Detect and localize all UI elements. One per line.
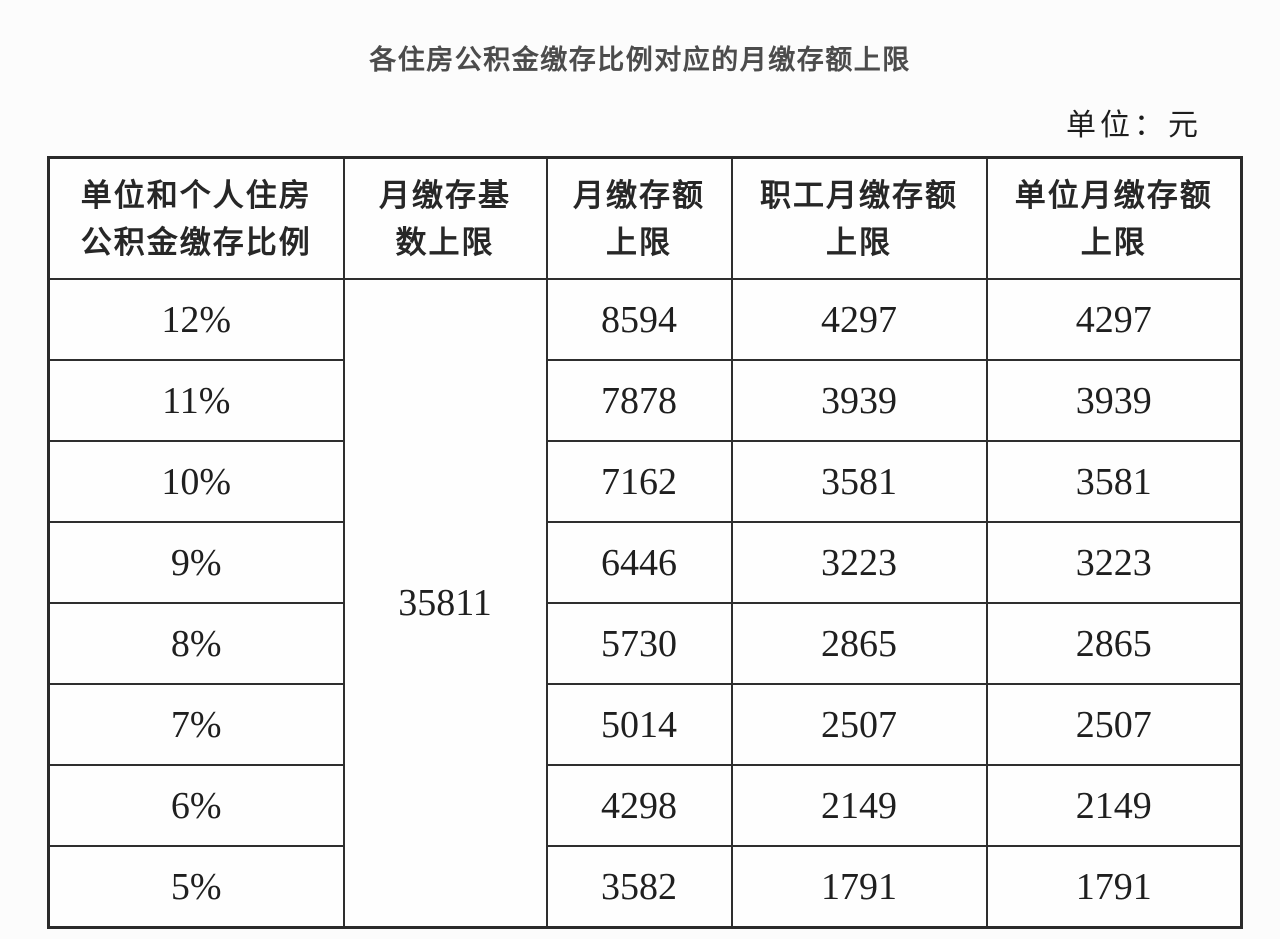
monthly-cap-cell: 7162 <box>545 440 733 523</box>
header-line: 上限 <box>606 224 672 260</box>
table-row: 6% 4298 2149 2149 <box>47 764 1243 847</box>
employee-cap-cell: 2865 <box>730 602 988 685</box>
contribution-cap-table: 单位和个人住房 公积金缴存比例 月缴存基 数上限 月缴存额 上限 职工月缴存额 … <box>47 156 1243 929</box>
table-row: 9% 6446 3223 3223 <box>47 521 1243 604</box>
header-line: 公积金缴存比例 <box>80 224 312 260</box>
employee-cap-cell: 4297 <box>730 278 988 361</box>
table-row: 7% 5014 2507 2507 <box>47 683 1243 766</box>
table-row: 12% 35811 8594 4297 4297 <box>47 278 1243 929</box>
monthly-base-cap-cell: 35811 <box>342 278 548 929</box>
header-line: 单位月缴存额 <box>1014 177 1213 213</box>
header-row: 单位和个人住房 公积金缴存比例 月缴存基 数上限 月缴存额 上限 职工月缴存额 … <box>47 156 1243 280</box>
column-header-employer-cap: 单位月缴存额 上限 <box>985 156 1243 280</box>
employee-cap-cell: 2507 <box>730 683 988 766</box>
column-header-base-cap: 月缴存基 数上限 <box>342 156 548 280</box>
column-header-ratio: 单位和个人住房 公积金缴存比例 <box>47 156 345 280</box>
ratio-cell: 12% <box>47 278 345 361</box>
monthly-cap-cell: 8594 <box>545 278 733 361</box>
employer-cap-cell: 2865 <box>985 602 1243 685</box>
header-line: 月缴存额 <box>573 177 705 213</box>
ratio-cell: 8% <box>47 602 345 685</box>
column-header-monthly-cap: 月缴存额 上限 <box>545 156 733 280</box>
monthly-cap-cell: 3582 <box>545 845 733 929</box>
monthly-cap-cell: 7878 <box>545 359 733 442</box>
employer-cap-cell: 3581 <box>985 440 1243 523</box>
table-row: 8% 5730 2865 2865 <box>47 602 1243 685</box>
employer-cap-cell: 1791 <box>985 845 1243 929</box>
header-line: 上限 <box>1080 224 1147 260</box>
ratio-cell: 11% <box>47 359 345 442</box>
table-row: 5% 3582 1791 1791 <box>47 845 1243 929</box>
table-row: 11% 7878 3939 3939 <box>47 359 1243 442</box>
column-header-employee-cap: 职工月缴存额 上限 <box>730 156 988 280</box>
ratio-cell: 5% <box>47 845 345 929</box>
employee-cap-cell: 3939 <box>730 359 988 442</box>
employer-cap-cell: 2149 <box>985 764 1243 847</box>
header-line: 上限 <box>826 224 892 260</box>
monthly-cap-cell: 5730 <box>545 602 733 685</box>
header-line: 单位和个人住房 <box>80 177 312 213</box>
table-row: 10% 7162 3581 3581 <box>47 440 1243 523</box>
unit-label: 单位：元 <box>1066 109 1202 142</box>
ratio-cell: 6% <box>47 764 345 847</box>
monthly-cap-cell: 4298 <box>545 764 733 847</box>
employee-cap-cell: 1791 <box>730 845 988 929</box>
employer-cap-cell: 4297 <box>985 278 1243 361</box>
ratio-cell: 9% <box>47 521 345 604</box>
header-line: 数上限 <box>395 224 495 260</box>
employee-cap-cell: 3581 <box>730 440 988 523</box>
employee-cap-cell: 2149 <box>730 764 988 847</box>
header-line: 月缴存基 <box>379 177 511 213</box>
page-title: 各住房公积金缴存比例对应的月缴存额上限 <box>369 45 911 75</box>
employer-cap-cell: 2507 <box>985 683 1243 766</box>
employee-cap-cell: 3223 <box>730 521 988 604</box>
employer-cap-cell: 3939 <box>985 359 1243 442</box>
ratio-cell: 10% <box>47 440 345 523</box>
header-line: 职工月缴存额 <box>760 177 958 213</box>
monthly-cap-cell: 5014 <box>545 683 733 766</box>
monthly-cap-cell: 6446 <box>545 521 733 604</box>
ratio-cell: 7% <box>47 683 345 766</box>
employer-cap-cell: 3223 <box>985 521 1243 604</box>
